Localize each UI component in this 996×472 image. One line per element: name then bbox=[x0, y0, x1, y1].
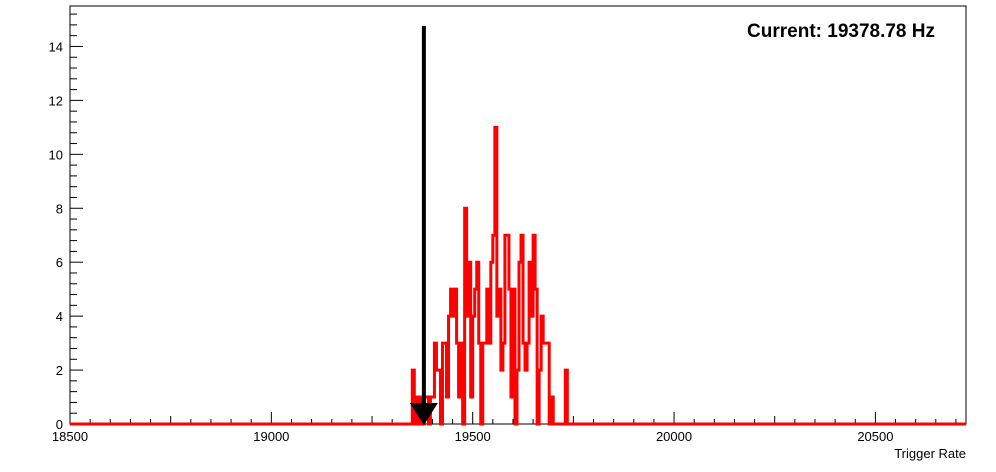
y-ticks: 0 2 4 6 8 10 12 14 bbox=[49, 13, 83, 432]
y-tick-label: 8 bbox=[56, 201, 63, 216]
y-tick-label: 6 bbox=[56, 255, 63, 270]
x-tick-label: 19000 bbox=[253, 429, 289, 444]
y-tick-label: 2 bbox=[56, 363, 63, 378]
y-tick-label: 14 bbox=[49, 39, 63, 54]
x-tick-label: 19500 bbox=[455, 429, 491, 444]
y-tick-label: 12 bbox=[49, 93, 63, 108]
x-ticks: 18500 19000 19500 20000 20500 bbox=[52, 412, 957, 444]
current-rate-annotation: Current: 19378.78 Hz bbox=[747, 21, 935, 42]
current-rate-marker bbox=[409, 26, 438, 425]
x-tick-label: 20500 bbox=[857, 429, 893, 444]
x-tick-label: 18500 bbox=[52, 429, 88, 444]
y-tick-label: 0 bbox=[56, 417, 63, 432]
y-tick-label: 10 bbox=[49, 147, 63, 162]
x-tick-label: 20000 bbox=[656, 429, 692, 444]
histogram-series bbox=[70, 125, 966, 426]
marker-arrow-head bbox=[409, 403, 438, 425]
histogram-line bbox=[70, 125, 966, 426]
y-tick-label: 4 bbox=[56, 309, 63, 324]
x-axis-title: Trigger Rate bbox=[894, 446, 966, 461]
